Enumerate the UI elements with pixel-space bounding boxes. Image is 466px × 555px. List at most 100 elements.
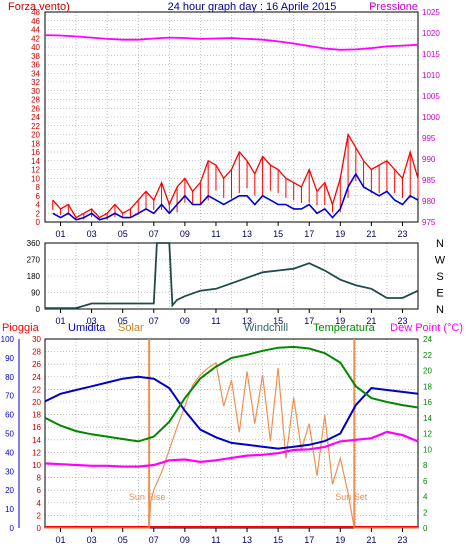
- rain-tick-label: 2: [37, 511, 42, 520]
- solar-line: [45, 361, 418, 529]
- y-left-tick-label: 10: [31, 174, 40, 183]
- x-tick-label: 17: [304, 229, 314, 239]
- temp-tick-label: 16: [423, 398, 432, 407]
- compass-label: W: [435, 255, 446, 267]
- y-tick-label: 270: [27, 256, 41, 265]
- x-tick-label: 05: [118, 316, 128, 326]
- temp-tick-label: 6: [423, 477, 428, 486]
- y-left-tick-label: 6: [36, 192, 41, 201]
- pressure-line: [44, 34, 419, 51]
- x-tick-label: 09: [180, 316, 190, 326]
- humidity-tick-label: 90: [5, 354, 14, 363]
- y-right-tick-label: 1025: [422, 8, 440, 17]
- y-left-tick-label: 16: [31, 148, 40, 157]
- temp-tick-label: 2: [423, 508, 428, 517]
- series-label: Temperatura: [313, 322, 376, 334]
- y-left-tick-label: 12: [31, 166, 40, 175]
- x-tick-label: 07: [149, 316, 159, 326]
- series-label: Windchill: [244, 322, 288, 334]
- x-tick-label: 03: [87, 316, 97, 326]
- x-tick-label: 23: [397, 316, 407, 326]
- humidity-tick-label: 50: [5, 430, 14, 439]
- x-tick-label: 19: [335, 229, 345, 239]
- y-left-tick-label: 28: [31, 96, 40, 105]
- humidity-tick-label: 100: [1, 335, 15, 344]
- x-tick-label: 09: [180, 535, 190, 545]
- x-tick-label: 13: [242, 316, 252, 326]
- rain-tick-label: 10: [32, 461, 41, 470]
- rain-tick-label: 20: [32, 398, 41, 407]
- y-right-tick-label: 995: [422, 134, 436, 143]
- y-left-tick-label: 20: [31, 131, 40, 140]
- y-left-tick-label: 2: [36, 209, 41, 218]
- y-left-tick-label: 14: [31, 157, 40, 166]
- rain-tick-label: 24: [32, 373, 41, 382]
- y-tick-label: 180: [27, 272, 41, 281]
- x-tick-label: 13: [242, 229, 252, 239]
- temperature-humidity-chart: 0246810121416182022242628300102030405060…: [1, 322, 463, 545]
- x-tick-label: 21: [366, 316, 376, 326]
- x-tick-label: 07: [149, 535, 159, 545]
- y-tick-label: 90: [31, 289, 40, 298]
- y-left-tick-label: 38: [31, 52, 40, 61]
- y-right-tick-label: 1015: [422, 50, 440, 59]
- compass-label: E: [436, 288, 443, 300]
- temp-tick-label: 10: [423, 445, 432, 454]
- y-tick-label: 360: [27, 239, 41, 248]
- temp-tick-label: 0: [423, 524, 428, 533]
- y-left-tick-label: 46: [31, 17, 40, 26]
- x-tick-label: 19: [335, 316, 345, 326]
- series-label: Umidita: [68, 322, 106, 334]
- compass-label: S: [436, 271, 443, 283]
- y-left-tick-label: 44: [31, 26, 40, 35]
- y-left-tick-label: 18: [31, 139, 40, 148]
- y-left-tick-label: 26: [31, 104, 40, 113]
- x-tick-label: 17: [304, 535, 314, 545]
- rain-tick-label: 4: [37, 499, 42, 508]
- x-tick-label: 09: [180, 229, 190, 239]
- x-tick-label: 07: [149, 229, 159, 239]
- right-axis-label: Pressione: [369, 1, 418, 13]
- x-tick-label: 01: [56, 229, 66, 239]
- plot-frame: [44, 11, 419, 223]
- rain-tick-label: 6: [37, 486, 42, 495]
- humidity-tick-label: 60: [5, 411, 14, 420]
- temp-tick-label: 22: [423, 351, 432, 360]
- y-left-tick-label: 34: [31, 69, 40, 78]
- wind-gust-line: [52, 132, 419, 219]
- x-tick-label: 05: [118, 229, 128, 239]
- y-right-tick-label: 990: [422, 155, 436, 164]
- y-left-tick-label: 30: [31, 87, 40, 96]
- temp-tick-label: 20: [423, 367, 432, 376]
- x-tick-label: 17: [304, 316, 314, 326]
- rain-tick-label: 28: [32, 348, 41, 357]
- rain-tick-label: 14: [32, 436, 41, 445]
- x-tick-label: 23: [397, 535, 407, 545]
- humidity-line: [44, 375, 419, 450]
- humidity-tick-label: 80: [5, 373, 14, 382]
- y-left-tick-label: 4: [36, 201, 41, 210]
- humidity-tick-label: 10: [5, 505, 14, 514]
- plot-frame: [44, 242, 419, 310]
- rain-tick-label: 26: [32, 360, 41, 369]
- sunset-label: Sun Set: [335, 492, 368, 502]
- y-tick-label: 0: [36, 305, 41, 314]
- x-tick-label: 23: [397, 229, 407, 239]
- humidity-tick-label: 20: [5, 486, 14, 495]
- humidity-tick-label: 30: [5, 467, 14, 476]
- series-label: Dew Point (°C): [390, 322, 463, 334]
- y-left-tick-label: 22: [31, 122, 40, 131]
- series-label: Pioggia: [2, 322, 40, 334]
- x-tick-label: 11: [211, 229, 220, 239]
- y-left-tick-label: 8: [36, 183, 41, 192]
- y-left-tick-label: 24: [31, 113, 40, 122]
- x-tick-label: 19: [335, 535, 345, 545]
- temp-tick-label: 14: [423, 414, 432, 423]
- y-left-tick-label: 42: [31, 34, 40, 43]
- y-left-tick-label: 32: [31, 78, 40, 87]
- x-tick-label: 01: [56, 316, 66, 326]
- y-right-tick-label: 1000: [422, 113, 440, 122]
